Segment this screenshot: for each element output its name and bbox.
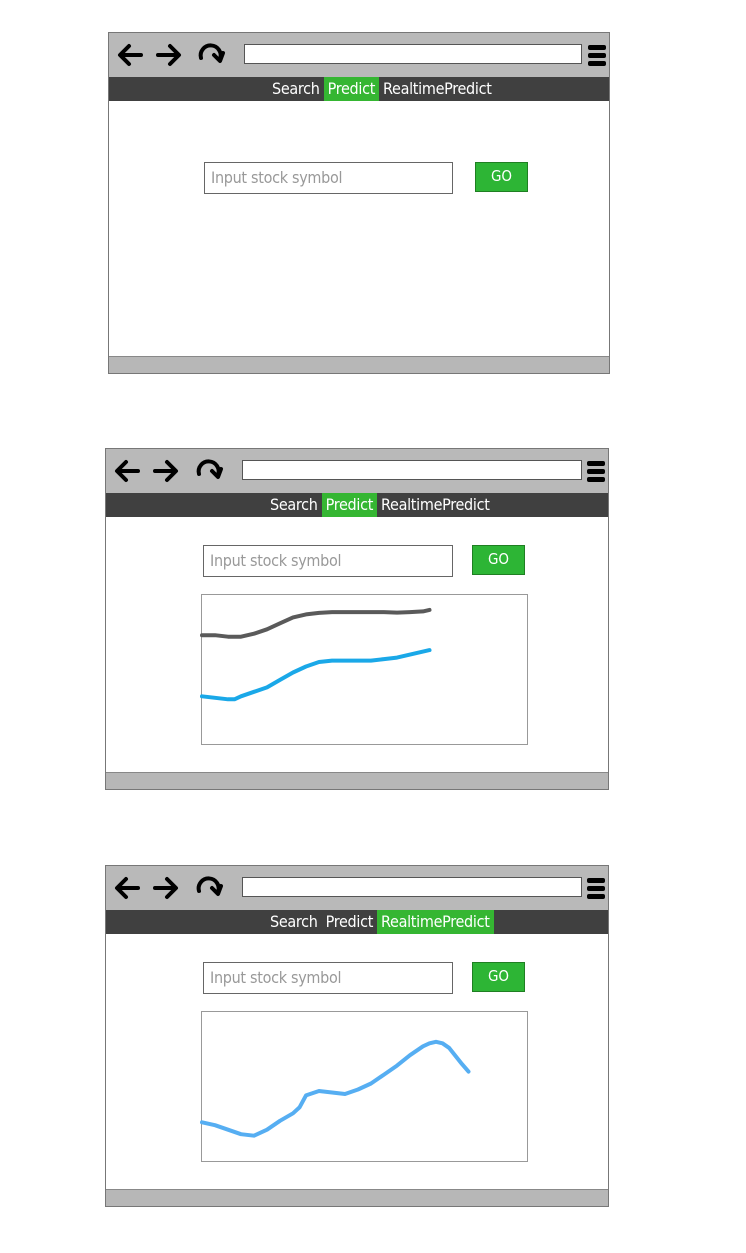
series-line-1 bbox=[200, 607, 432, 639]
tab-search[interactable]: Search bbox=[270, 495, 318, 514]
reload-icon[interactable] bbox=[194, 457, 224, 485]
go-button[interactable]: GO bbox=[475, 162, 528, 192]
tab-bar: Search Predict RealtimePredict bbox=[106, 493, 608, 517]
arrow-right-icon[interactable] bbox=[151, 457, 181, 485]
browser-window-realtime-predict: Search Predict RealtimePredict Input sto… bbox=[105, 865, 609, 1207]
browser-toolbar bbox=[106, 866, 608, 910]
status-bar bbox=[109, 356, 609, 373]
tab-bar: Search Predict RealtimePredict bbox=[109, 77, 609, 101]
reload-icon[interactable] bbox=[194, 874, 224, 902]
tab-predict[interactable]: Predict bbox=[323, 77, 380, 101]
arrow-right-icon[interactable] bbox=[151, 874, 181, 902]
browser-toolbar bbox=[106, 449, 608, 493]
browser-toolbar bbox=[109, 33, 609, 77]
realtime-chart-plot bbox=[200, 1039, 471, 1138]
address-bar[interactable] bbox=[244, 44, 582, 64]
prediction-chart bbox=[200, 594, 528, 745]
stock-symbol-input[interactable]: Input stock symbol bbox=[203, 545, 453, 577]
status-bar bbox=[106, 1189, 608, 1206]
go-button[interactable]: GO bbox=[472, 962, 525, 992]
realtime-chart bbox=[200, 1011, 528, 1162]
tab-predict[interactable]: Predict bbox=[321, 493, 378, 517]
tab-search[interactable]: Search bbox=[270, 912, 318, 931]
address-bar[interactable] bbox=[242, 877, 582, 897]
tab-realtime-predict[interactable]: RealtimePredict bbox=[381, 495, 490, 514]
tab-realtime-predict[interactable]: RealtimePredict bbox=[377, 910, 494, 934]
browser-window-search: Search Predict RealtimePredict Input sto… bbox=[108, 32, 610, 374]
tab-bar: Search Predict RealtimePredict bbox=[106, 910, 608, 934]
stock-symbol-input[interactable]: Input stock symbol bbox=[204, 162, 453, 194]
address-bar[interactable] bbox=[242, 460, 582, 480]
tab-predict[interactable]: Predict bbox=[325, 912, 374, 931]
prediction-chart-plot bbox=[200, 607, 432, 702]
arrow-left-icon[interactable] bbox=[115, 41, 145, 69]
hamburger-menu-icon[interactable] bbox=[586, 876, 606, 900]
arrow-left-icon[interactable] bbox=[112, 457, 142, 485]
hamburger-menu-icon[interactable] bbox=[587, 43, 607, 67]
status-bar bbox=[106, 772, 608, 789]
stock-symbol-input[interactable]: Input stock symbol bbox=[203, 962, 453, 994]
reload-icon[interactable] bbox=[196, 41, 226, 69]
series-line-2 bbox=[200, 648, 432, 702]
arrow-left-icon[interactable] bbox=[112, 874, 142, 902]
arrow-right-icon[interactable] bbox=[154, 41, 184, 69]
series-line-1 bbox=[200, 1039, 471, 1138]
go-button[interactable]: GO bbox=[472, 545, 525, 575]
tab-realtime-predict[interactable]: RealtimePredict bbox=[383, 79, 492, 98]
tab-search[interactable]: Search bbox=[272, 79, 320, 98]
browser-window-predict: Search Predict RealtimePredict Input sto… bbox=[105, 448, 609, 790]
hamburger-menu-icon[interactable] bbox=[586, 459, 606, 483]
